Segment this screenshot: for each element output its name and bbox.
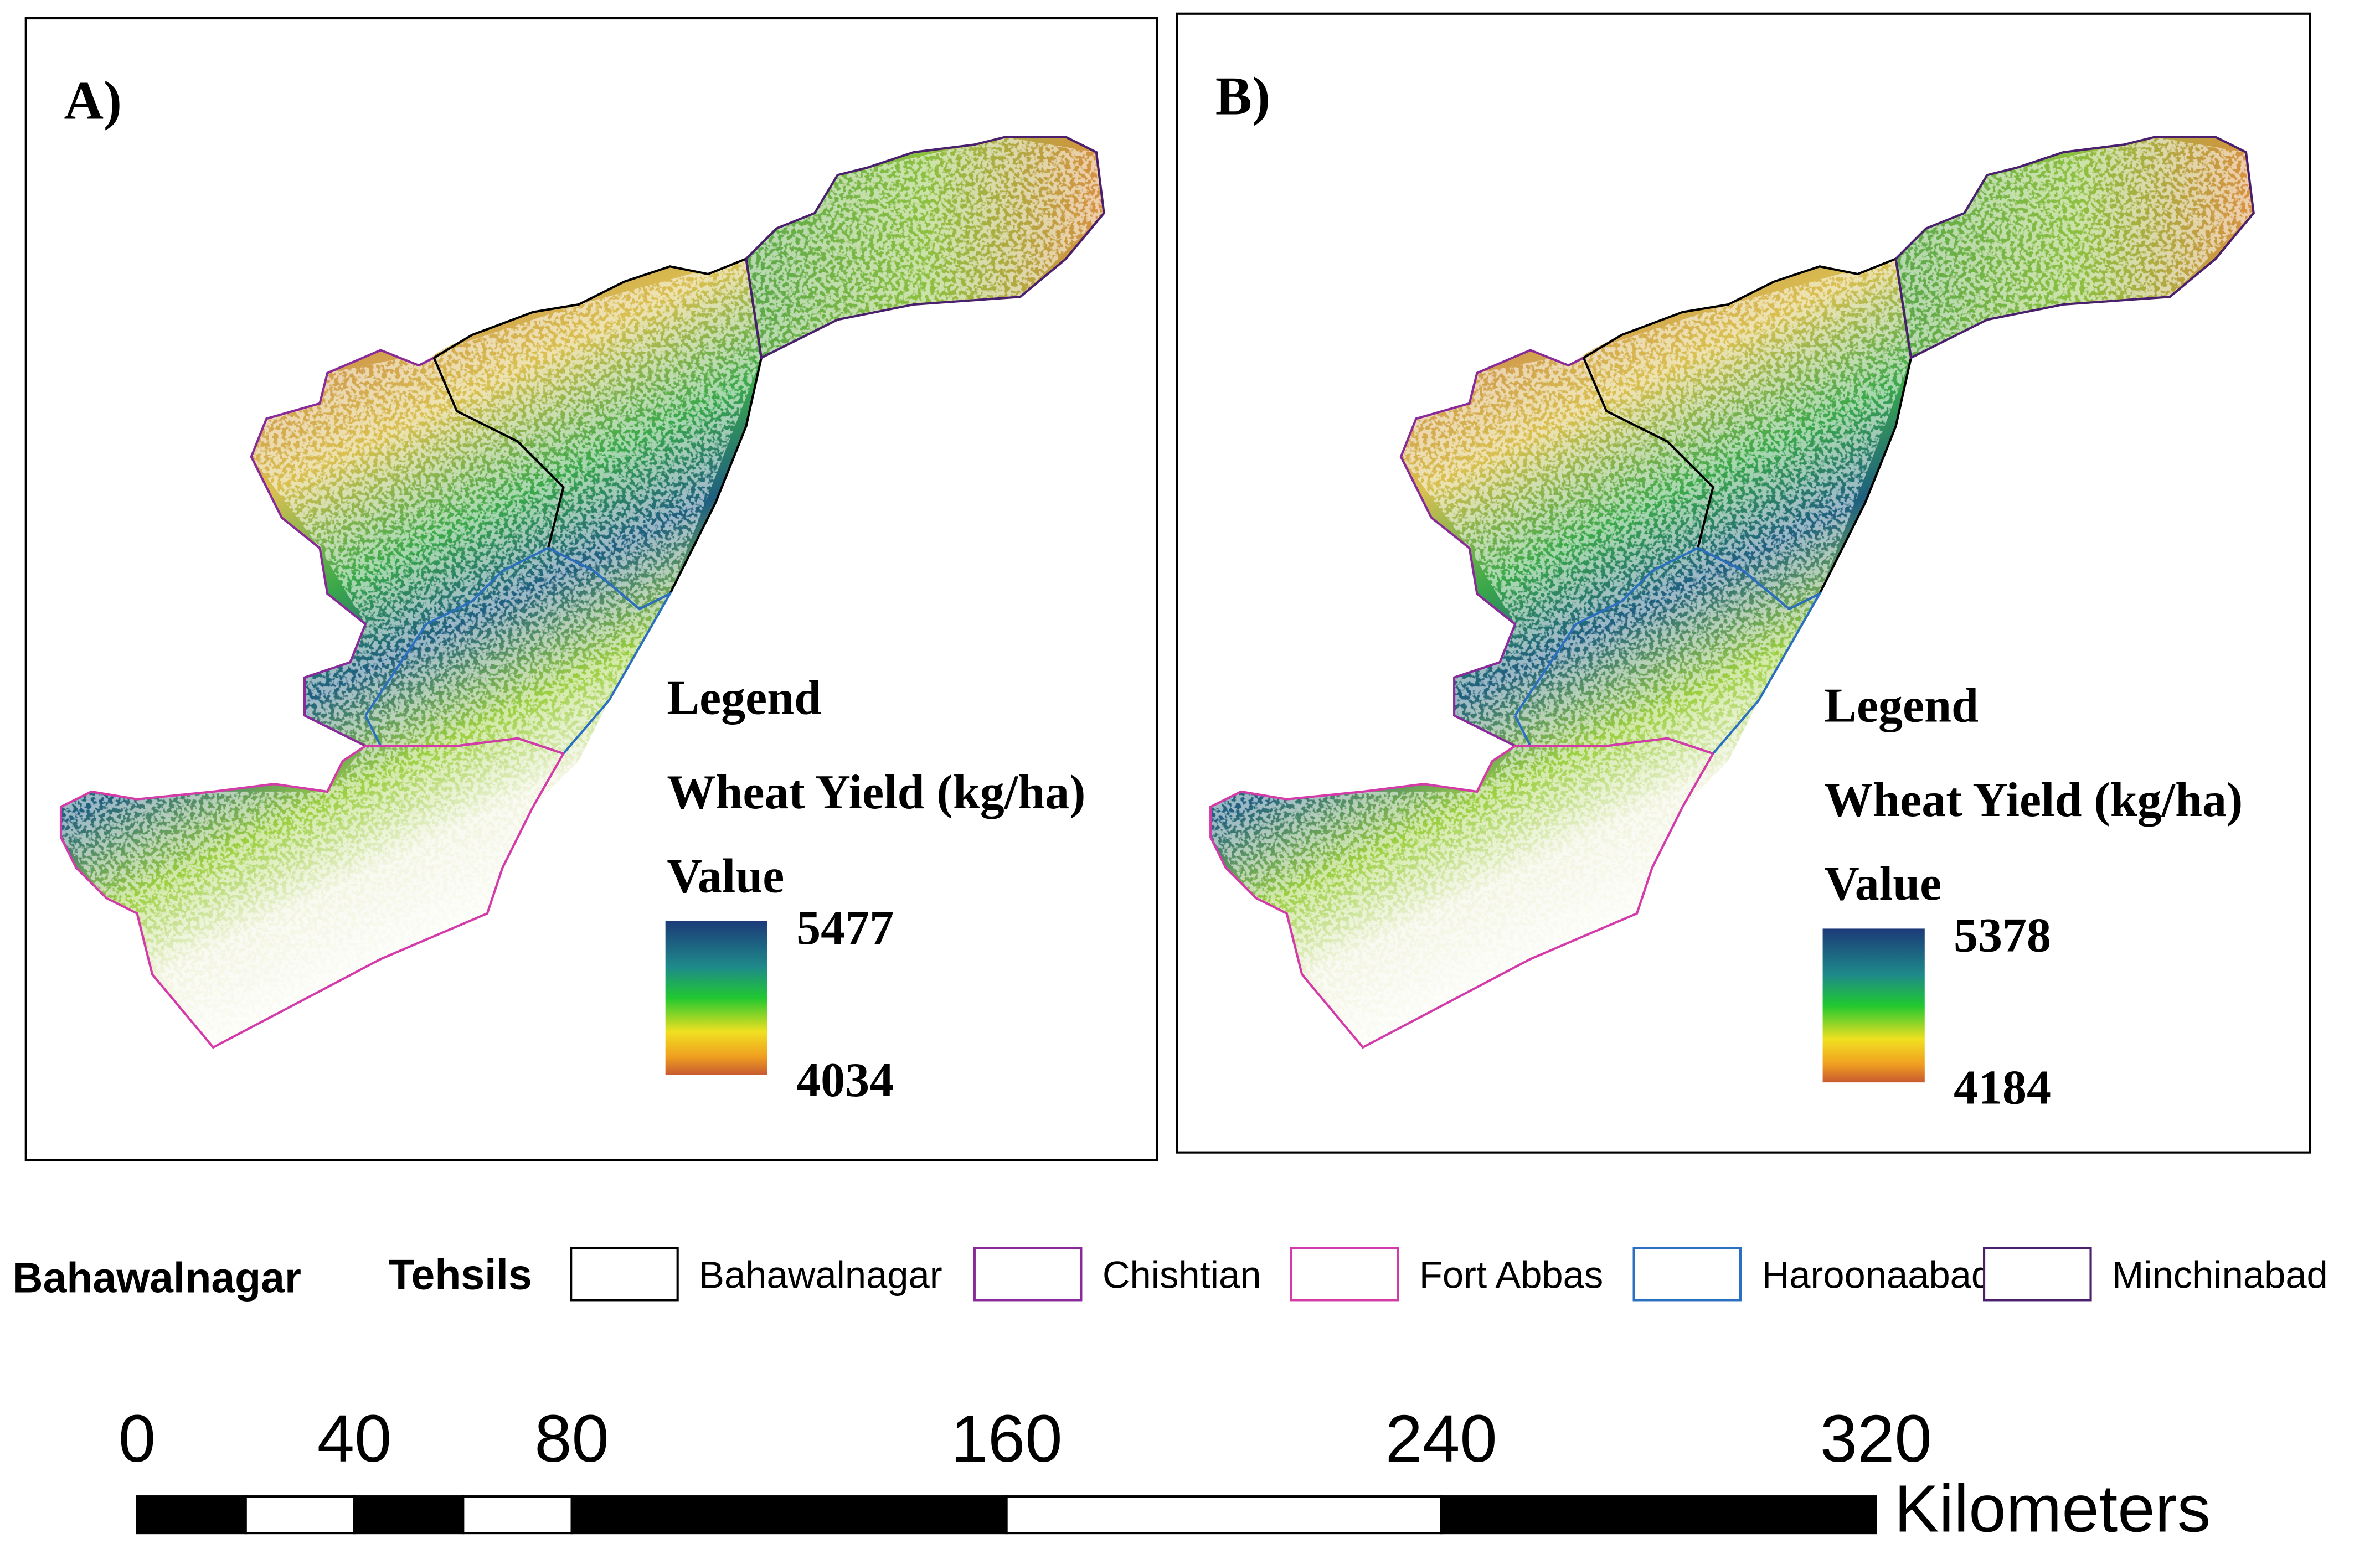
legend-swatch [973,1247,1083,1302]
scale-label: 240 [1385,1401,1497,1476]
scale-segment [244,1495,356,1535]
legend-min: 4034 [796,1054,894,1107]
scale-segment [570,1495,1008,1535]
tehsil-legend-title: Bahawalnagar [12,1254,301,1302]
legend-swatch [570,1247,679,1302]
panel-frame [24,17,1158,1161]
scale-label: 0 [119,1401,156,1476]
tehsil-legend-subtitle: Tehsils [388,1251,532,1299]
legend-swatch [1982,1247,2092,1302]
legend-max: 5477 [796,901,894,955]
legend-title: Legend [1824,679,1979,732]
panel-label: A) [64,71,121,131]
panel-label: B) [1215,66,1270,126]
scale-label: 80 [534,1401,609,1476]
map-a [45,122,1126,1066]
legend-item: Fort Abbas [1419,1253,1603,1296]
legend-value-label: Value [667,849,784,903]
scale-unit: Kilometers [1894,1470,2211,1546]
legend-title: Legend [667,672,821,725]
color-ramp [665,921,767,1075]
legend-swatch [1290,1247,1399,1302]
scale-label: 40 [317,1401,392,1476]
color-ramp [1822,928,1925,1083]
scale-segment [353,1495,465,1535]
legend-field: Wheat Yield (kg/ha) [1824,773,2243,827]
scale-label: 160 [951,1401,1063,1476]
legend-min: 4184 [1954,1061,2051,1115]
legend-item: Chishtian [1103,1253,1261,1296]
scale-label: 320 [1820,1401,1932,1476]
legend-value-label: Value [1824,857,1941,911]
scale-segment [136,1495,247,1535]
scale-segment [1440,1495,1877,1535]
legend-max: 5378 [1954,909,2051,963]
legend-item: Haroonaabad [1762,1253,1993,1296]
legend-field: Wheat Yield (kg/ha) [667,766,1085,819]
panel-frame [1176,12,2311,1154]
legend-swatch [1632,1247,1742,1302]
legend-item: Minchinabad [2112,1253,2328,1296]
legend-item: Bahawalnagar [699,1253,942,1296]
scale-segment [1005,1495,1443,1535]
scale-segment [462,1495,573,1535]
map-b [1196,122,2276,1066]
